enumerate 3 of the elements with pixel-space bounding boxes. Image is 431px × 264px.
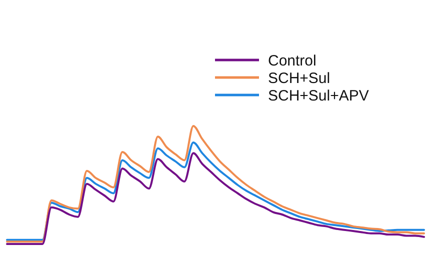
legend-label: Control	[268, 52, 316, 70]
legend-label: SCH+Sul	[268, 70, 330, 87]
legend-label: SCH+Sul+APV	[268, 88, 369, 104]
